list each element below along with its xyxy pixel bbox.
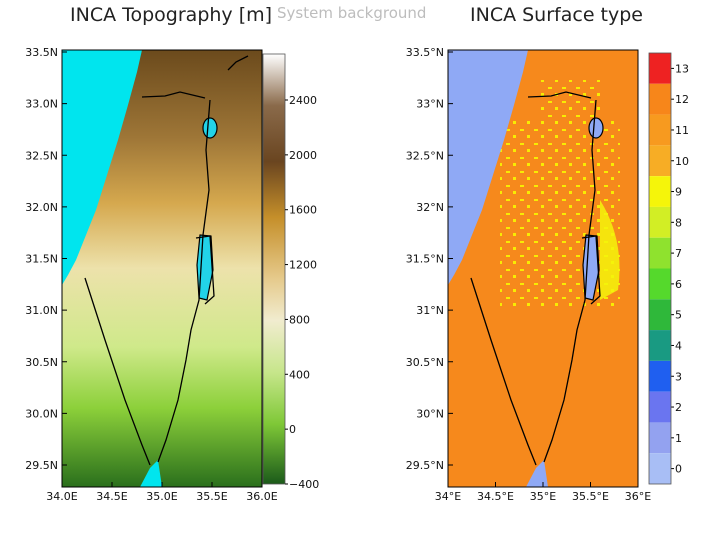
left-colorbar bbox=[262, 53, 286, 485]
left-lat-tick-label: 33.5N bbox=[25, 46, 58, 59]
left-colorbar-tick-label: 0 bbox=[289, 423, 296, 436]
right-colorbar-swatch bbox=[649, 176, 671, 207]
right-colorbar-tick-label: 13 bbox=[675, 62, 689, 75]
right-lon-tick-label: 35°E bbox=[530, 490, 556, 503]
right-colorbar-tick-label: 0 bbox=[675, 463, 682, 476]
left-lat-tick-label: 30.5N bbox=[25, 356, 58, 369]
right-colorbar-tick-label: 1 bbox=[675, 432, 682, 445]
right-colorbar-tick-label: 7 bbox=[675, 247, 682, 260]
right-lat-tick-label: 29.5°N bbox=[406, 459, 444, 472]
left-colorbar-tick-label: −400 bbox=[289, 478, 319, 491]
right-lat-tick-label: 32.5°N bbox=[406, 149, 444, 162]
right-lat-tick-label: 30.5°N bbox=[406, 356, 444, 369]
right-lat-tick-label: 32°N bbox=[416, 201, 444, 214]
right-colorbar-tick-label: 12 bbox=[675, 93, 689, 106]
left-lon-tick-label: 34.5E bbox=[96, 490, 127, 503]
right-colorbar-swatch bbox=[649, 422, 671, 454]
right-colorbar-swatch bbox=[649, 114, 671, 146]
left-map-title: INCA Topography [m] bbox=[70, 4, 273, 26]
right-colorbar-swatch bbox=[649, 268, 671, 300]
left-colorbar-tick-label: 2400 bbox=[289, 94, 317, 107]
right-lat-tick-label: 33.5°N bbox=[406, 46, 444, 59]
left-lon-tick-label: 35.0E bbox=[146, 490, 177, 503]
right-colorbar-swatch bbox=[649, 453, 671, 484]
left-lon-tick-label: 34.0E bbox=[46, 490, 77, 503]
right-colorbar-tick-label: 6 bbox=[675, 278, 682, 291]
right-colorbar-swatch bbox=[649, 330, 671, 361]
right-colorbar-swatch bbox=[649, 360, 671, 392]
right-map-vegetation-north bbox=[540, 80, 600, 120]
left-lat-tick-label: 29.5N bbox=[25, 459, 58, 472]
left-map-lat-ticks: 33.5N 33.0N 32.5N 32.0N 31.5N 31.0N 30.5N 30.0N… bbox=[25, 46, 67, 472]
right-colorbar-tick-label: 4 bbox=[675, 339, 682, 352]
left-colorbar-tick-label: 1200 bbox=[289, 259, 317, 272]
left-map-sea-south bbox=[140, 460, 162, 487]
left-lat-tick-label: 32.5N bbox=[25, 149, 58, 162]
right-map-lat-ticks: 33.5°N 33°N 32.5°N 32°N 31.5°N 31°N 30.5°N 30°N… bbox=[406, 46, 453, 472]
right-map-sea-south bbox=[526, 460, 548, 487]
right-colorbar-tick-label: 2 bbox=[675, 401, 682, 414]
right-lon-tick-label: 34°E bbox=[435, 490, 461, 503]
right-colorbar-tick-label: 11 bbox=[675, 124, 689, 137]
right-lat-tick-label: 30°N bbox=[416, 407, 444, 420]
right-lon-tick-label: 35.5°E bbox=[572, 490, 609, 503]
left-lat-tick-label: 33.0N bbox=[25, 98, 58, 111]
right-colorbar-swatch bbox=[649, 391, 671, 423]
right-colorbar-tick-label: 5 bbox=[675, 309, 682, 322]
right-colorbar-swatch bbox=[649, 237, 671, 269]
right-colorbar-swatch bbox=[649, 299, 671, 331]
right-colorbar-tick-label: 8 bbox=[675, 216, 682, 229]
left-colorbar-tick-label: 800 bbox=[289, 313, 310, 326]
left-lat-tick-label: 31.0N bbox=[25, 304, 58, 317]
right-colorbar-swatch bbox=[649, 145, 671, 177]
right-colorbar-swatch bbox=[649, 53, 671, 84]
left-lat-tick-label: 32.0N bbox=[25, 201, 58, 214]
left-map-lon-ticks: 34.0E 34.5E 35.0E 35.5E 36.0E bbox=[46, 482, 278, 503]
right-map: 33.5°N 33°N 32.5°N 32°N 31.5°N 31°N 30.5°N 30°N… bbox=[406, 46, 689, 503]
right-colorbar-swatch bbox=[649, 206, 671, 238]
left-colorbar-tick-label: 1600 bbox=[289, 204, 317, 217]
right-lat-tick-label: 31°N bbox=[416, 304, 444, 317]
left-colorbar-tick-label: 400 bbox=[289, 368, 310, 381]
left-map: 33.5N 33.0N 32.5N 32.0N 31.5N 31.0N 30.5N 30.0N… bbox=[25, 46, 319, 503]
right-map-desert-yellow bbox=[600, 200, 620, 300]
left-lon-tick-label: 35.5E bbox=[196, 490, 227, 503]
left-map-lakes bbox=[196, 117, 218, 301]
right-lon-tick-label: 36°E bbox=[625, 490, 651, 503]
left-lat-tick-label: 30.0N bbox=[25, 407, 58, 420]
left-map-borders bbox=[84, 55, 249, 466]
left-colorbar-ticks: 2400 2000 1600 1200 800 400 0 −400 bbox=[285, 94, 319, 491]
right-colorbar-tick-label: 10 bbox=[675, 155, 689, 168]
right-map-lon-ticks: 34°E 34.5°E 35°E 35.5°E 36°E bbox=[435, 482, 651, 503]
right-colorbar-tick-label: 9 bbox=[675, 186, 682, 199]
right-lat-tick-label: 33°N bbox=[416, 98, 444, 111]
overlay-label: System background bbox=[277, 4, 427, 22]
right-lat-tick-label: 31.5°N bbox=[406, 253, 444, 266]
right-colorbar-swatch bbox=[649, 83, 671, 115]
left-lat-tick-label: 31.5N bbox=[25, 253, 58, 266]
right-map-sea bbox=[448, 50, 528, 285]
right-map-lakes bbox=[582, 117, 604, 301]
right-colorbar-tick-label: 3 bbox=[675, 370, 682, 383]
left-map-sea bbox=[62, 50, 142, 285]
right-lon-tick-label: 34.5°E bbox=[477, 490, 514, 503]
right-colorbar-frame bbox=[648, 52, 672, 485]
left-lon-tick-label: 36.0E bbox=[246, 490, 277, 503]
right-map-title: INCA Surface type bbox=[470, 4, 643, 26]
left-colorbar-tick-label: 2000 bbox=[289, 149, 317, 162]
right-map-borders bbox=[470, 91, 601, 466]
